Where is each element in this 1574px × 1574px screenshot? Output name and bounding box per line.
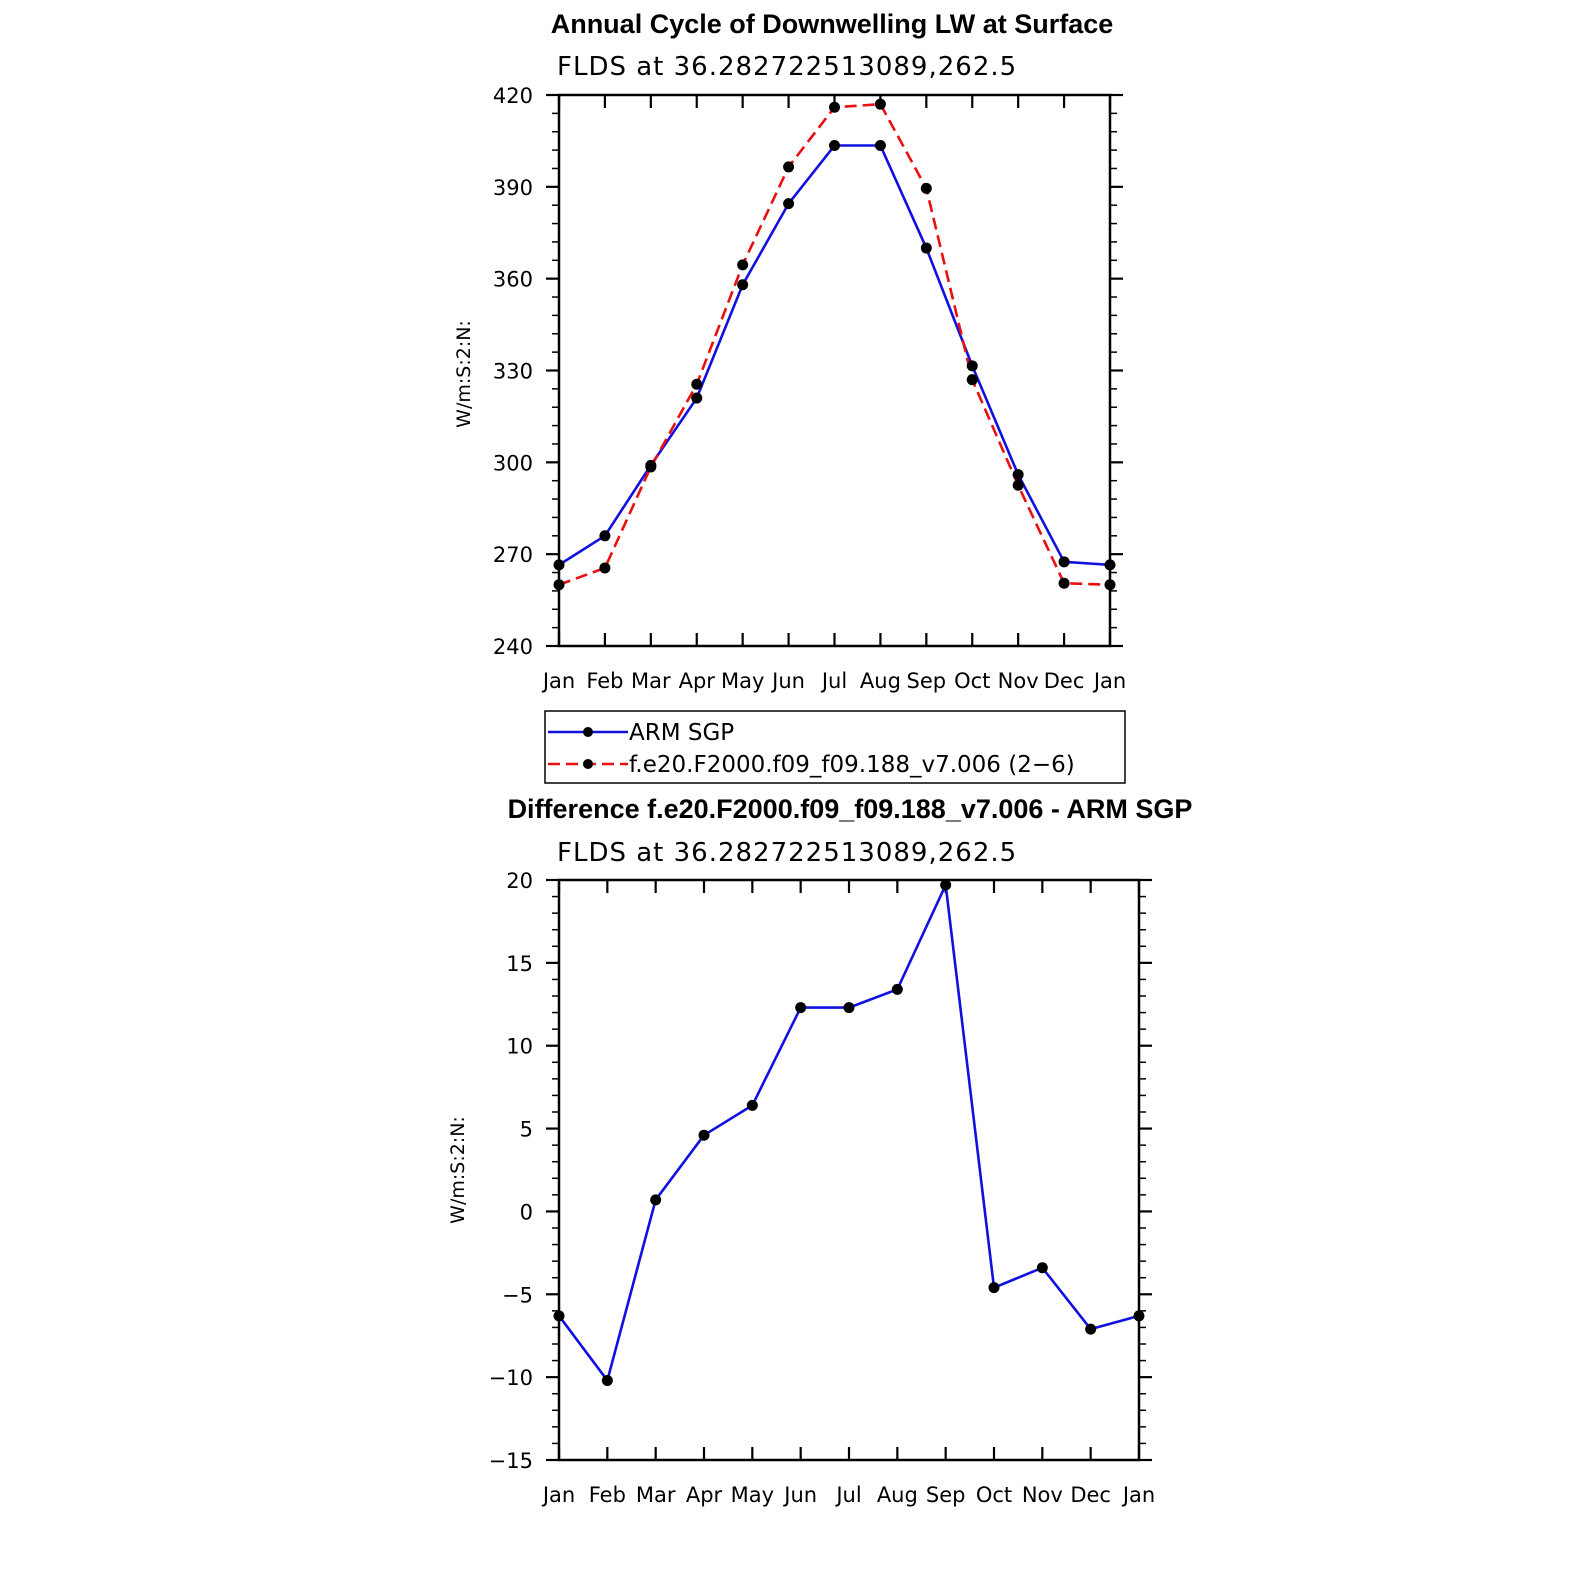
chart2-x-tick-label: Jul — [834, 1483, 861, 1507]
chart1-x-tick-label: Sep — [907, 669, 947, 693]
legend-entry-1: ARM SGP — [629, 720, 734, 746]
chart2-y-tick-label: 10 — [506, 1035, 533, 1059]
chart1-data-point — [1058, 556, 1070, 568]
chart2-data-point — [891, 983, 903, 995]
chart2-data-point — [795, 1002, 807, 1014]
chart2-data-point — [746, 1099, 758, 1111]
chart1-data-point — [691, 378, 703, 390]
chart2-x-tick-label: Oct — [976, 1483, 1012, 1507]
chart2-series-line-1 — [557, 883, 1140, 1382]
chart1-y-tick-label: 390 — [493, 176, 533, 200]
chart2-y-tick-label: −5 — [502, 1283, 533, 1307]
chart2-x-tick-label: Nov — [1022, 1483, 1063, 1507]
chart1-x-tick-label: Apr — [679, 669, 716, 693]
chart2-y-tick-label: −10 — [489, 1366, 533, 1390]
chart2-data-point — [1133, 1310, 1145, 1322]
chart1-data-point — [553, 559, 565, 571]
chart2-y-tick-label: 5 — [520, 1118, 533, 1142]
chart1-data-point — [1104, 579, 1116, 591]
chart2-x-tick-label: Jun — [782, 1483, 817, 1507]
legend-marker-1 — [583, 727, 593, 737]
chart1-data-point — [783, 161, 795, 173]
chart1-series-line-1 — [558, 144, 1111, 567]
chart1-x-tick-label: Oct — [954, 669, 990, 693]
chart2-data-point — [940, 879, 952, 891]
chart1-data-point — [691, 392, 703, 404]
chart1-data-point — [874, 140, 886, 152]
chart1-data-point — [966, 374, 978, 386]
chart2-y-tick-label: −15 — [489, 1449, 533, 1473]
chart1-x-tick-label: May — [721, 669, 764, 693]
chart1-data-point — [1104, 559, 1116, 571]
chart2-x-tick-label: May — [731, 1483, 774, 1507]
legend-box — [544, 710, 1126, 784]
chart2-x-tick-label: Sep — [926, 1483, 966, 1507]
chart2-data-point — [650, 1194, 662, 1206]
chart2-x-tick-label: Dec — [1070, 1483, 1111, 1507]
chart2-data-point — [1036, 1262, 1048, 1274]
chart2-y-tick-label: 20 — [506, 869, 533, 893]
chart1-series-line-2 — [558, 102, 1111, 587]
chart2-x-tick-label: Aug — [877, 1483, 918, 1507]
chart1-data-point — [737, 279, 749, 291]
chart2-y-tick-label: 15 — [506, 952, 533, 976]
chart1-data-point — [783, 198, 795, 210]
chart2-x-tick-label: Jan — [541, 1483, 575, 1507]
chart1-y-tick-label: 240 — [493, 635, 533, 659]
chart1-ylabel: W/m:S:2:N: — [453, 320, 475, 428]
chart1-data-point — [1012, 479, 1024, 491]
chart1-data-point — [599, 562, 611, 574]
chart1-y-tick-label: 270 — [493, 543, 533, 567]
chart2-data-point — [988, 1282, 1000, 1294]
chart1-data-point — [874, 98, 886, 110]
chart2-plot: Jan Feb Mar Apr May Jun Jul Aug Sep Oct Nov Dec Jan−… — [489, 869, 1156, 1507]
chart2-data-point — [843, 1002, 855, 1014]
chart1-data-point — [829, 101, 840, 113]
chart1-x-tick-label: Jun — [770, 669, 805, 693]
chart1-data-point — [920, 242, 932, 254]
chart2-x-tick-label: Mar — [636, 1483, 676, 1507]
chart1-frame — [557, 93, 1112, 648]
chart1-data-point — [1012, 469, 1024, 481]
chart2-data-point — [553, 1310, 565, 1322]
chart1-subtitle: FLDS at 36.282722513089,262.5 — [557, 52, 1017, 82]
chart1-y-tick-label: 420 — [493, 84, 533, 108]
chart1-data-point — [829, 140, 840, 152]
chart1-x-tick-label: Dec — [1044, 669, 1085, 693]
chart1-plot: Jan Feb Mar Apr May Jun Jul Aug Sep Oct Nov Dec Jan 2… — [493, 84, 1126, 693]
chart1-y-tick-label: 300 — [493, 451, 533, 475]
legend-entry-2: f.e20.F2000.f09_f09.188_v7.006 (2−6) — [629, 752, 1075, 778]
chart1-data-point — [599, 530, 611, 542]
chart2-title: Difference f.e20.F2000.f09_f09.188_v7.00… — [508, 794, 1193, 824]
chart1-y-tick-label: 330 — [493, 360, 533, 384]
chart2-data-point — [601, 1374, 613, 1386]
chart1-x-tick-label: Aug — [860, 669, 901, 693]
chart1-data-point — [920, 182, 932, 194]
chart1-title: Annual Cycle of Downwelling LW at Surfac… — [551, 9, 1114, 39]
chart1-data-point — [645, 461, 657, 473]
chart1-data-point — [1058, 577, 1070, 589]
chart2-y-tick-label: 0 — [520, 1200, 533, 1224]
legend-marker-2 — [583, 759, 593, 769]
chart2-subtitle: FLDS at 36.282722513089,262.5 — [557, 838, 1017, 868]
chart1-x-tick-label: Jan — [1092, 669, 1126, 693]
chart1-y-tick-label: 360 — [493, 268, 533, 292]
chart1-x-tick-label: Nov — [998, 669, 1039, 693]
chart2-ylabel: W/m:S:2:N: — [447, 1116, 469, 1224]
chart1-x-tick-label: Jul — [820, 669, 847, 693]
chart1-x-tick-label: Mar — [631, 669, 671, 693]
chart1-x-tick-label: Feb — [586, 669, 623, 693]
chart2-x-tick-label: Feb — [589, 1483, 626, 1507]
chart2-x-tick-label: Jan — [1121, 1483, 1155, 1507]
chart1-data-point — [737, 259, 749, 271]
chart1-data-point — [553, 579, 565, 591]
chart1-data-point — [966, 360, 978, 372]
chart1-x-tick-label: Jan — [541, 669, 575, 693]
chart1-legend: ARM SGP f.e20.F2000.f09_f09.188_v7.006 (… — [544, 710, 1126, 784]
chart2-data-point — [698, 1129, 710, 1141]
chart2-x-tick-label: Apr — [686, 1483, 723, 1507]
chart2-data-point — [1085, 1323, 1097, 1335]
chart2-frame — [557, 878, 1141, 1462]
